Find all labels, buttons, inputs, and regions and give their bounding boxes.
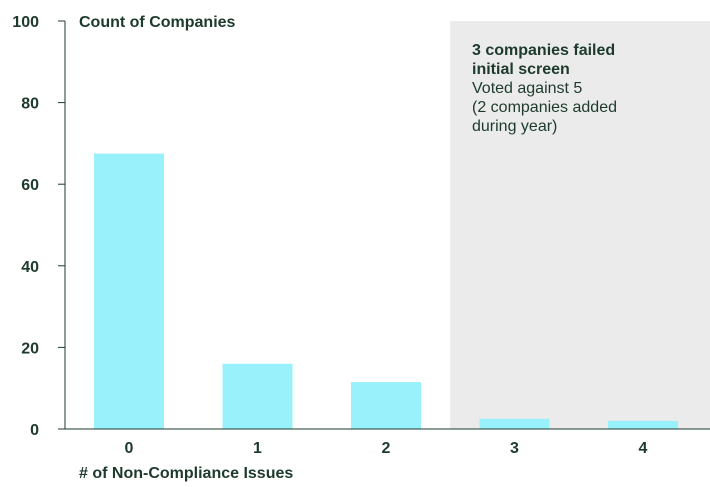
y-axis-ticks: 0 20 40 60 80 100 <box>12 14 65 439</box>
y-tick-label-60: 60 <box>21 177 39 194</box>
annotation-body-line-3: during year) <box>472 118 557 135</box>
x-axis-ticks: 0 1 2 3 4 <box>125 440 648 457</box>
annotation-title-line-2: initial screen <box>472 61 570 78</box>
bar-4 <box>608 420 678 429</box>
bar-2 <box>351 382 421 429</box>
x-tick-label-1: 1 <box>253 440 262 457</box>
bar-1 <box>222 363 293 429</box>
y-tick-label-80: 80 <box>21 96 39 113</box>
x-axis-title: # of Non-Compliance Issues <box>79 465 293 482</box>
annotation: 3 companies failed initial screen Voted ag… <box>472 42 617 135</box>
y-tick-label-40: 40 <box>21 259 39 276</box>
y-tick-label-20: 20 <box>21 340 39 357</box>
x-tick-label-4: 4 <box>639 440 648 457</box>
bar-3 <box>479 418 550 429</box>
annotation-body-line-1: Voted against 5 <box>472 80 582 97</box>
x-tick-label-3: 3 <box>510 440 519 457</box>
x-tick-label-0: 0 <box>125 440 134 457</box>
bar-0 <box>94 153 164 429</box>
y-axis-title: Count of Companies <box>79 14 236 31</box>
annotation-body-line-2: (2 companies added <box>472 99 617 116</box>
bars-group <box>94 153 678 429</box>
y-tick-label-100: 100 <box>12 14 39 31</box>
y-tick-label-0: 0 <box>30 422 39 439</box>
annotation-title-line-1: 3 companies failed <box>472 42 615 59</box>
highlight-region <box>450 21 710 429</box>
x-tick-label-2: 2 <box>382 440 391 457</box>
